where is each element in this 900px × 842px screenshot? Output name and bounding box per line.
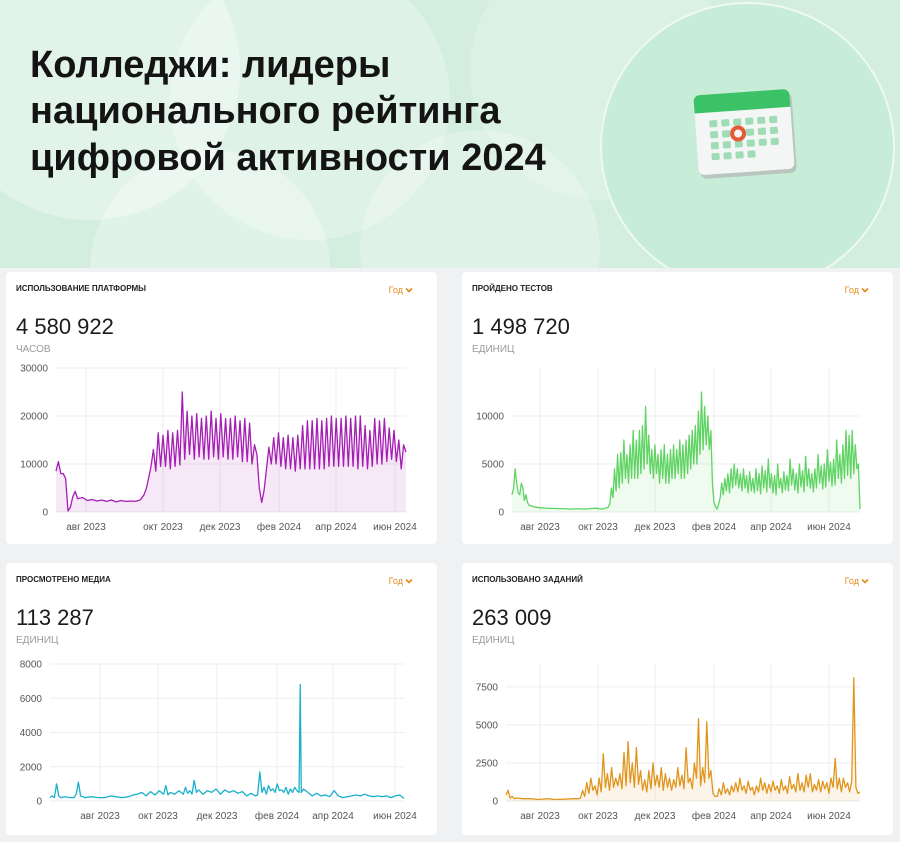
x-tick-label: фев 2024 bbox=[692, 810, 737, 822]
x-tick-label: авг 2023 bbox=[520, 811, 560, 822]
x-tick-label: дек 2023 bbox=[200, 522, 241, 533]
y-tick-label: 2000 bbox=[20, 762, 43, 773]
metric-value: 113 287 bbox=[16, 605, 94, 630]
metric-unit: часов bbox=[16, 344, 51, 355]
tests-passed-chart: 0 5000 10000 авг 2023 окт 2023 дек 2023 фев 20… bbox=[476, 368, 861, 533]
x-tick-label: июн 2024 bbox=[373, 522, 417, 533]
card-title: Пройдено тестов bbox=[472, 284, 553, 293]
y-tick-label: 0 bbox=[492, 797, 498, 808]
y-tick-label: 4000 bbox=[20, 728, 43, 739]
x-tick-label: дек 2023 bbox=[197, 811, 238, 822]
card-title: Использование платформы bbox=[16, 284, 146, 293]
series-line bbox=[49, 683, 405, 799]
x-tick-label: июн 2024 bbox=[373, 811, 417, 822]
card-title: Просмотрено медиа bbox=[16, 575, 111, 584]
tasks-used-chart: 0 2500 5000 7500 авг 2023 окт 2023 дек 2023 фев… bbox=[476, 664, 861, 822]
metric-unit: единиц bbox=[472, 635, 515, 646]
x-tick-label: апр 2024 bbox=[312, 811, 354, 822]
tests-passed-card: Пройдено тестов Год 1 498 720 единиц 0 50… bbox=[462, 272, 893, 544]
x-tick-label: дек 2023 bbox=[635, 811, 676, 822]
media-viewed-card: Просмотрено медиа Год 113 287 единиц 0 20… bbox=[6, 563, 437, 835]
y-tick-label: 0 bbox=[42, 508, 48, 519]
y-tick-label: 10000 bbox=[20, 460, 48, 471]
period-select[interactable]: Год bbox=[389, 285, 413, 295]
x-tick-label: фев 2024 bbox=[692, 521, 737, 533]
x-tick-label: фев 2024 bbox=[257, 521, 302, 533]
x-tick-label: дек 2023 bbox=[635, 522, 676, 533]
chevron-down-icon bbox=[861, 578, 869, 584]
y-tick-label: 0 bbox=[36, 797, 42, 808]
y-tick-label: 8000 bbox=[20, 660, 43, 671]
x-tick-label: июн 2024 bbox=[807, 811, 851, 822]
y-tick-label: 0 bbox=[498, 508, 504, 519]
period-label: Год bbox=[388, 576, 403, 586]
period-label: Год bbox=[388, 285, 403, 295]
x-tick-label: авг 2023 bbox=[66, 522, 106, 533]
series-area bbox=[56, 392, 406, 512]
x-tick-label: окт 2023 bbox=[143, 522, 183, 533]
x-tick-label: окт 2023 bbox=[578, 522, 618, 533]
y-tick-label: 5000 bbox=[482, 460, 505, 471]
x-tick-label: окт 2023 bbox=[578, 811, 618, 822]
series-line bbox=[505, 677, 861, 801]
period-label: Год bbox=[844, 576, 859, 586]
y-tick-label: 7500 bbox=[476, 682, 499, 693]
hero-banner: Колледжи: лидеры национального рейтинга … bbox=[0, 0, 900, 268]
tasks-used-card: Использовано заданий Год 263 009 единиц … bbox=[462, 563, 893, 835]
period-select[interactable]: Год bbox=[845, 285, 869, 295]
y-tick-label: 6000 bbox=[20, 694, 43, 705]
page-title: Колледжи: лидеры национального рейтинга … bbox=[30, 44, 546, 179]
y-tick-label: 5000 bbox=[476, 720, 499, 731]
chevron-down-icon bbox=[405, 287, 413, 293]
period-label: Год bbox=[844, 285, 859, 295]
x-tick-label: окт 2023 bbox=[138, 811, 178, 822]
period-select[interactable]: Год bbox=[845, 576, 869, 586]
metric-value: 4 580 922 bbox=[16, 314, 114, 339]
x-tick-label: апр 2024 bbox=[750, 522, 792, 533]
y-tick-label: 2500 bbox=[476, 758, 499, 769]
y-tick-label: 10000 bbox=[476, 412, 504, 423]
calendar-icon bbox=[693, 89, 797, 179]
chevron-down-icon bbox=[861, 287, 869, 293]
x-tick-label: апр 2024 bbox=[315, 522, 357, 533]
metric-unit: единиц bbox=[472, 344, 515, 355]
metric-value: 1 498 720 bbox=[472, 314, 570, 339]
media-viewed-chart: 0 2000 4000 6000 8000 авг 2023 окт 2023 дек 202… bbox=[20, 660, 418, 823]
hero-decor-circle bbox=[170, 0, 450, 240]
chevron-down-icon bbox=[405, 578, 413, 584]
y-tick-label: 30000 bbox=[20, 364, 48, 375]
x-tick-label: авг 2023 bbox=[520, 522, 560, 533]
platform-usage-chart: 0 10000 20000 30000 авг 2023 окт 2023 дек 2023… bbox=[20, 364, 417, 534]
series-line bbox=[511, 391, 861, 510]
x-tick-label: авг 2023 bbox=[80, 811, 120, 822]
x-tick-label: июн 2024 bbox=[807, 522, 851, 533]
metric-value: 263 009 bbox=[472, 605, 552, 630]
y-tick-label: 20000 bbox=[20, 412, 48, 423]
metric-unit: единиц bbox=[16, 635, 59, 646]
platform-usage-card: Использование платформы Год 4 580 922 ча… bbox=[6, 272, 437, 544]
card-title: Использовано заданий bbox=[472, 575, 583, 584]
x-tick-label: апр 2024 bbox=[750, 811, 792, 822]
series-line bbox=[55, 391, 407, 512]
x-tick-label: фев 2024 bbox=[255, 810, 300, 822]
period-select[interactable]: Год bbox=[389, 576, 413, 586]
